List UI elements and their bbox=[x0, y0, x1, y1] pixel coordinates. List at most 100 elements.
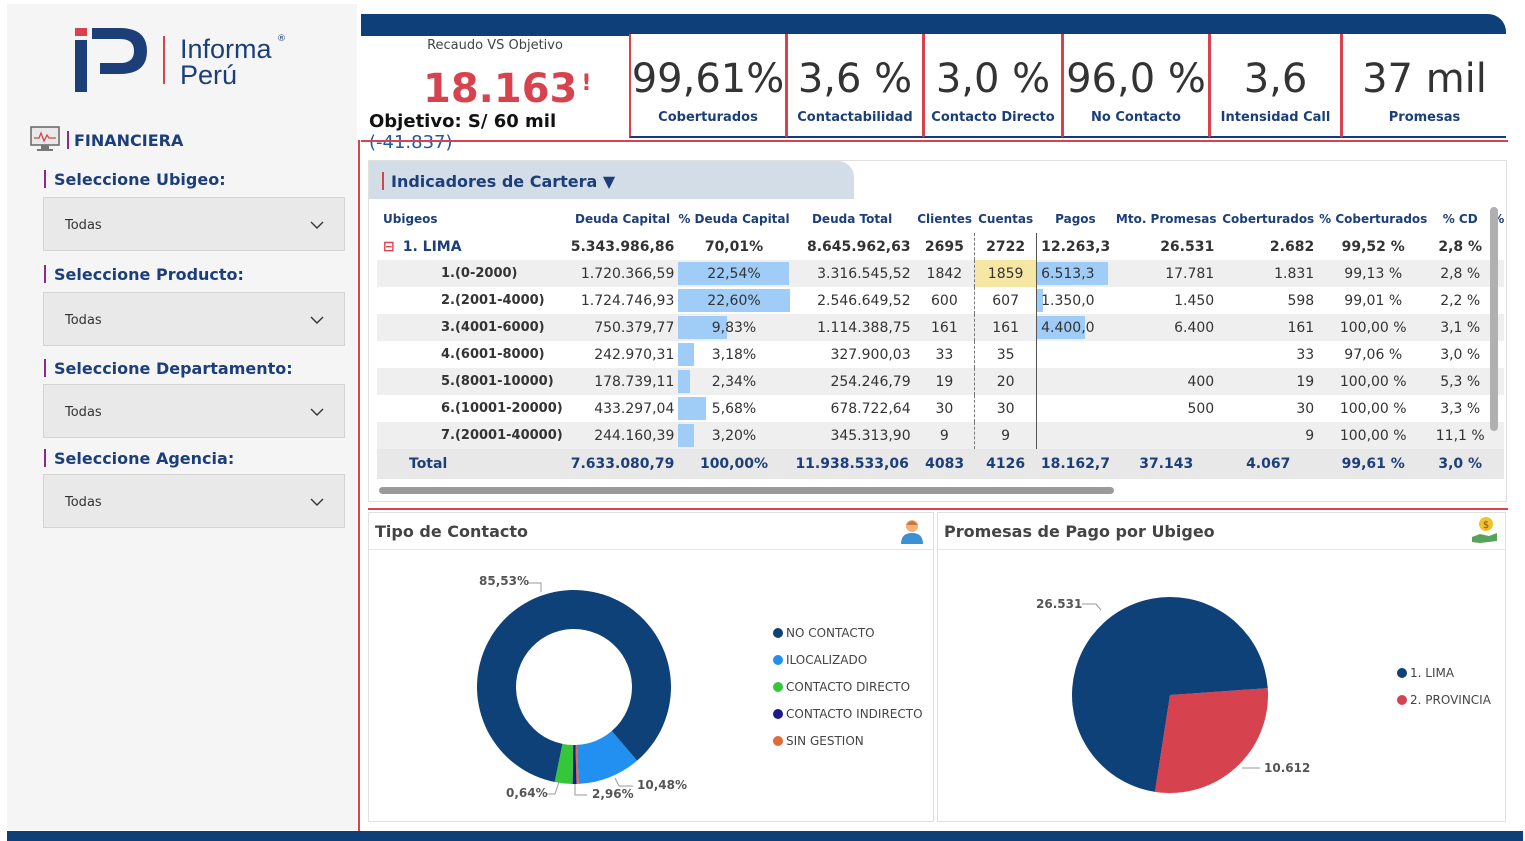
table-cell: 2.546.649,52 bbox=[817, 292, 911, 309]
table-row[interactable]: 1.(0-2000) 1.720.366,59 22,54% 3.316.545,52… bbox=[377, 260, 1505, 287]
table-cell: 33 bbox=[1296, 346, 1315, 363]
legend-item[interactable]: ILOCALIZADO bbox=[773, 646, 923, 673]
donut-slice[interactable] bbox=[554, 743, 574, 784]
table-cell: 5,3 % bbox=[1428, 368, 1493, 395]
kpi-value: 96,0 % bbox=[1066, 56, 1206, 102]
pct-deuda-cell: 22,54% bbox=[678, 260, 790, 287]
table-cell: 2695 bbox=[924, 238, 964, 255]
total-cell: 37.143 bbox=[1114, 449, 1219, 479]
logo-mark-icon bbox=[75, 28, 147, 92]
table-cell: 26.531 bbox=[1160, 238, 1215, 255]
recaudo-value: 18.163! bbox=[423, 66, 592, 112]
agencia-dropdown[interactable]: Todas bbox=[43, 474, 345, 528]
ubigeo-cell: 1.(0-2000) bbox=[377, 260, 567, 287]
table-row[interactable]: 3.(4001-6000) 750.379,77 9,83% 1.114.388,75… bbox=[377, 314, 1505, 341]
pie-data-label: 10.612 bbox=[1264, 761, 1310, 775]
legend-item[interactable]: CONTACTO INDIRECTO bbox=[773, 700, 923, 727]
section-label: FINANCIERA bbox=[74, 131, 184, 150]
table-row[interactable]: 2.(2001-4000) 1.724.746,93 22,60% 2.546.649… bbox=[377, 287, 1504, 314]
table-cell: 6.400 bbox=[1114, 314, 1219, 341]
col-header: Clientes bbox=[917, 212, 972, 226]
monitor-icon bbox=[30, 126, 60, 151]
legend-item[interactable]: NO CONTACTO bbox=[773, 619, 923, 646]
table-cell: 30 bbox=[1296, 400, 1315, 417]
table-cell: 19 bbox=[1218, 368, 1319, 395]
pct-deuda-cell: 5,68% bbox=[678, 395, 789, 422]
donut-slice[interactable] bbox=[576, 731, 638, 784]
logo-divider bbox=[163, 36, 165, 84]
horizontal-scrollbar[interactable] bbox=[379, 487, 1114, 494]
pie-slice[interactable] bbox=[1072, 597, 1268, 792]
legend-item[interactable]: 1. LIMA bbox=[1397, 659, 1491, 686]
table-cell: 8.645.962,63 bbox=[806, 238, 911, 255]
table-cell: 1.724.746,93 bbox=[580, 292, 675, 309]
total-cell: Total bbox=[377, 449, 567, 479]
table-cell: 5.343.986,86 bbox=[570, 238, 675, 255]
pct-deuda-cell: 3,20% bbox=[678, 422, 790, 449]
promesas-legend: 1. LIMA 2. PROVINCIA bbox=[1397, 659, 1491, 713]
table-row[interactable]: ⊟ 1. LIMA 5.343.986,86 70,01% 8.645.962,63 26… bbox=[377, 233, 1504, 260]
cuentas-cell: 20 bbox=[974, 368, 1037, 395]
table-cell: 3.316.545,52 bbox=[789, 260, 915, 287]
table-cell: 3,1 % bbox=[1428, 314, 1493, 341]
cuentas-cell: 9 bbox=[974, 422, 1037, 449]
col-header: Deuda Capital bbox=[575, 212, 671, 226]
table-cell: 1.720.366,59 bbox=[566, 260, 679, 287]
tipo-contacto-donut-chart: 85,53% 10,48%2,96% 0,64% bbox=[477, 574, 687, 801]
donut-slice[interactable] bbox=[575, 744, 579, 784]
promesas-title: Promesas de Pago por Ubigeo bbox=[944, 522, 1215, 541]
table-cell: 598 bbox=[1287, 292, 1315, 309]
donut-slice[interactable] bbox=[477, 590, 671, 783]
money-hand-icon: $ bbox=[1472, 517, 1497, 543]
legend-item[interactable]: 2. PROVINCIA bbox=[1397, 686, 1491, 713]
cuentas-cell: 161 bbox=[974, 314, 1037, 341]
pagos-cell bbox=[1036, 341, 1115, 368]
kpi-card-contacto-directo: 3,0 % Contacto Directo bbox=[923, 34, 1063, 138]
ubigeo-dropdown-value: Todas bbox=[65, 218, 102, 233]
table-cell: 99,13 % bbox=[1318, 260, 1429, 287]
legend-item[interactable]: CONTACTO DIRECTO bbox=[773, 673, 923, 700]
table-cell: 70,01% bbox=[704, 238, 764, 255]
donut-slice[interactable] bbox=[572, 744, 577, 784]
table-cell: 3,3 % bbox=[1440, 400, 1481, 417]
departamento-dropdown[interactable]: Todas bbox=[43, 384, 345, 438]
ubigeo-dropdown[interactable]: Todas bbox=[43, 197, 345, 251]
total-cell: 3,0 % bbox=[1428, 449, 1493, 479]
table-cell: 678.722,64 bbox=[830, 400, 911, 417]
col-header: % CD bbox=[1442, 212, 1478, 226]
producto-dropdown[interactable]: Todas bbox=[43, 292, 345, 346]
table-row[interactable]: 6.(10001-20000) 433.297,04 5,68% 678.722,64… bbox=[377, 395, 1504, 422]
table-cell: 100,00 % bbox=[1318, 422, 1429, 449]
donut-data-label: 0,64% bbox=[506, 786, 548, 800]
tipo-contacto-legend: NO CONTACTO ILOCALIZADO CONTACTO DIRECTO CO… bbox=[773, 619, 923, 754]
table-row[interactable]: 7.(20001-40000) 244.160,39 3,20% 345.313,90… bbox=[377, 422, 1505, 449]
kpi-card-no-contacto: 96,0 % No Contacto bbox=[1062, 34, 1210, 138]
filter-title-ubigeo: Seleccione Ubigeo: bbox=[44, 170, 226, 189]
table-row[interactable]: 4.(6001-8000) 242.970,31 3,18% 327.900,03 33… bbox=[377, 341, 1504, 368]
table-row[interactable]: 5.(8001-10000) 178.739,11 2,34% 254.246,79 1… bbox=[377, 368, 1505, 395]
legend-dot bbox=[773, 681, 783, 692]
brand-registered-mark: ® bbox=[277, 34, 286, 44]
table-cell: 750.379,77 bbox=[566, 314, 679, 341]
table-cell: 99,52 % bbox=[1341, 238, 1405, 255]
table-cell: 2,2 % bbox=[1440, 292, 1481, 309]
ubigeo-cell: 5.(8001-10000) bbox=[377, 368, 567, 395]
total-cell: 7.633.080,79 bbox=[566, 449, 679, 479]
legend-dot bbox=[773, 654, 783, 665]
data-bar bbox=[678, 343, 695, 366]
vertical-scrollbar[interactable] bbox=[1490, 207, 1498, 431]
collapse-icon[interactable]: ⊟ bbox=[383, 238, 395, 255]
table-cell: 161 bbox=[1218, 314, 1319, 341]
total-cell: 4126 bbox=[974, 449, 1037, 479]
recaudo-title: Recaudo VS Objetivo bbox=[427, 38, 563, 53]
table-cell bbox=[1114, 341, 1218, 368]
indicadores-tab[interactable]: Indicadores de Cartera ▼ bbox=[369, 161, 854, 199]
table-cell: 100,00 % bbox=[1318, 314, 1429, 341]
pie-slice[interactable] bbox=[1154, 688, 1268, 793]
ubigeo-cell: 2.(2001-4000) bbox=[441, 293, 545, 308]
indicadores-title: Indicadores de Cartera ▼ bbox=[391, 172, 616, 191]
svg-text:$: $ bbox=[1483, 520, 1489, 531]
pagos-cell: 12.263,3 bbox=[1036, 233, 1115, 260]
kpi-value: 3,6 % bbox=[797, 56, 913, 102]
legend-item[interactable]: SIN GESTION bbox=[773, 727, 923, 754]
